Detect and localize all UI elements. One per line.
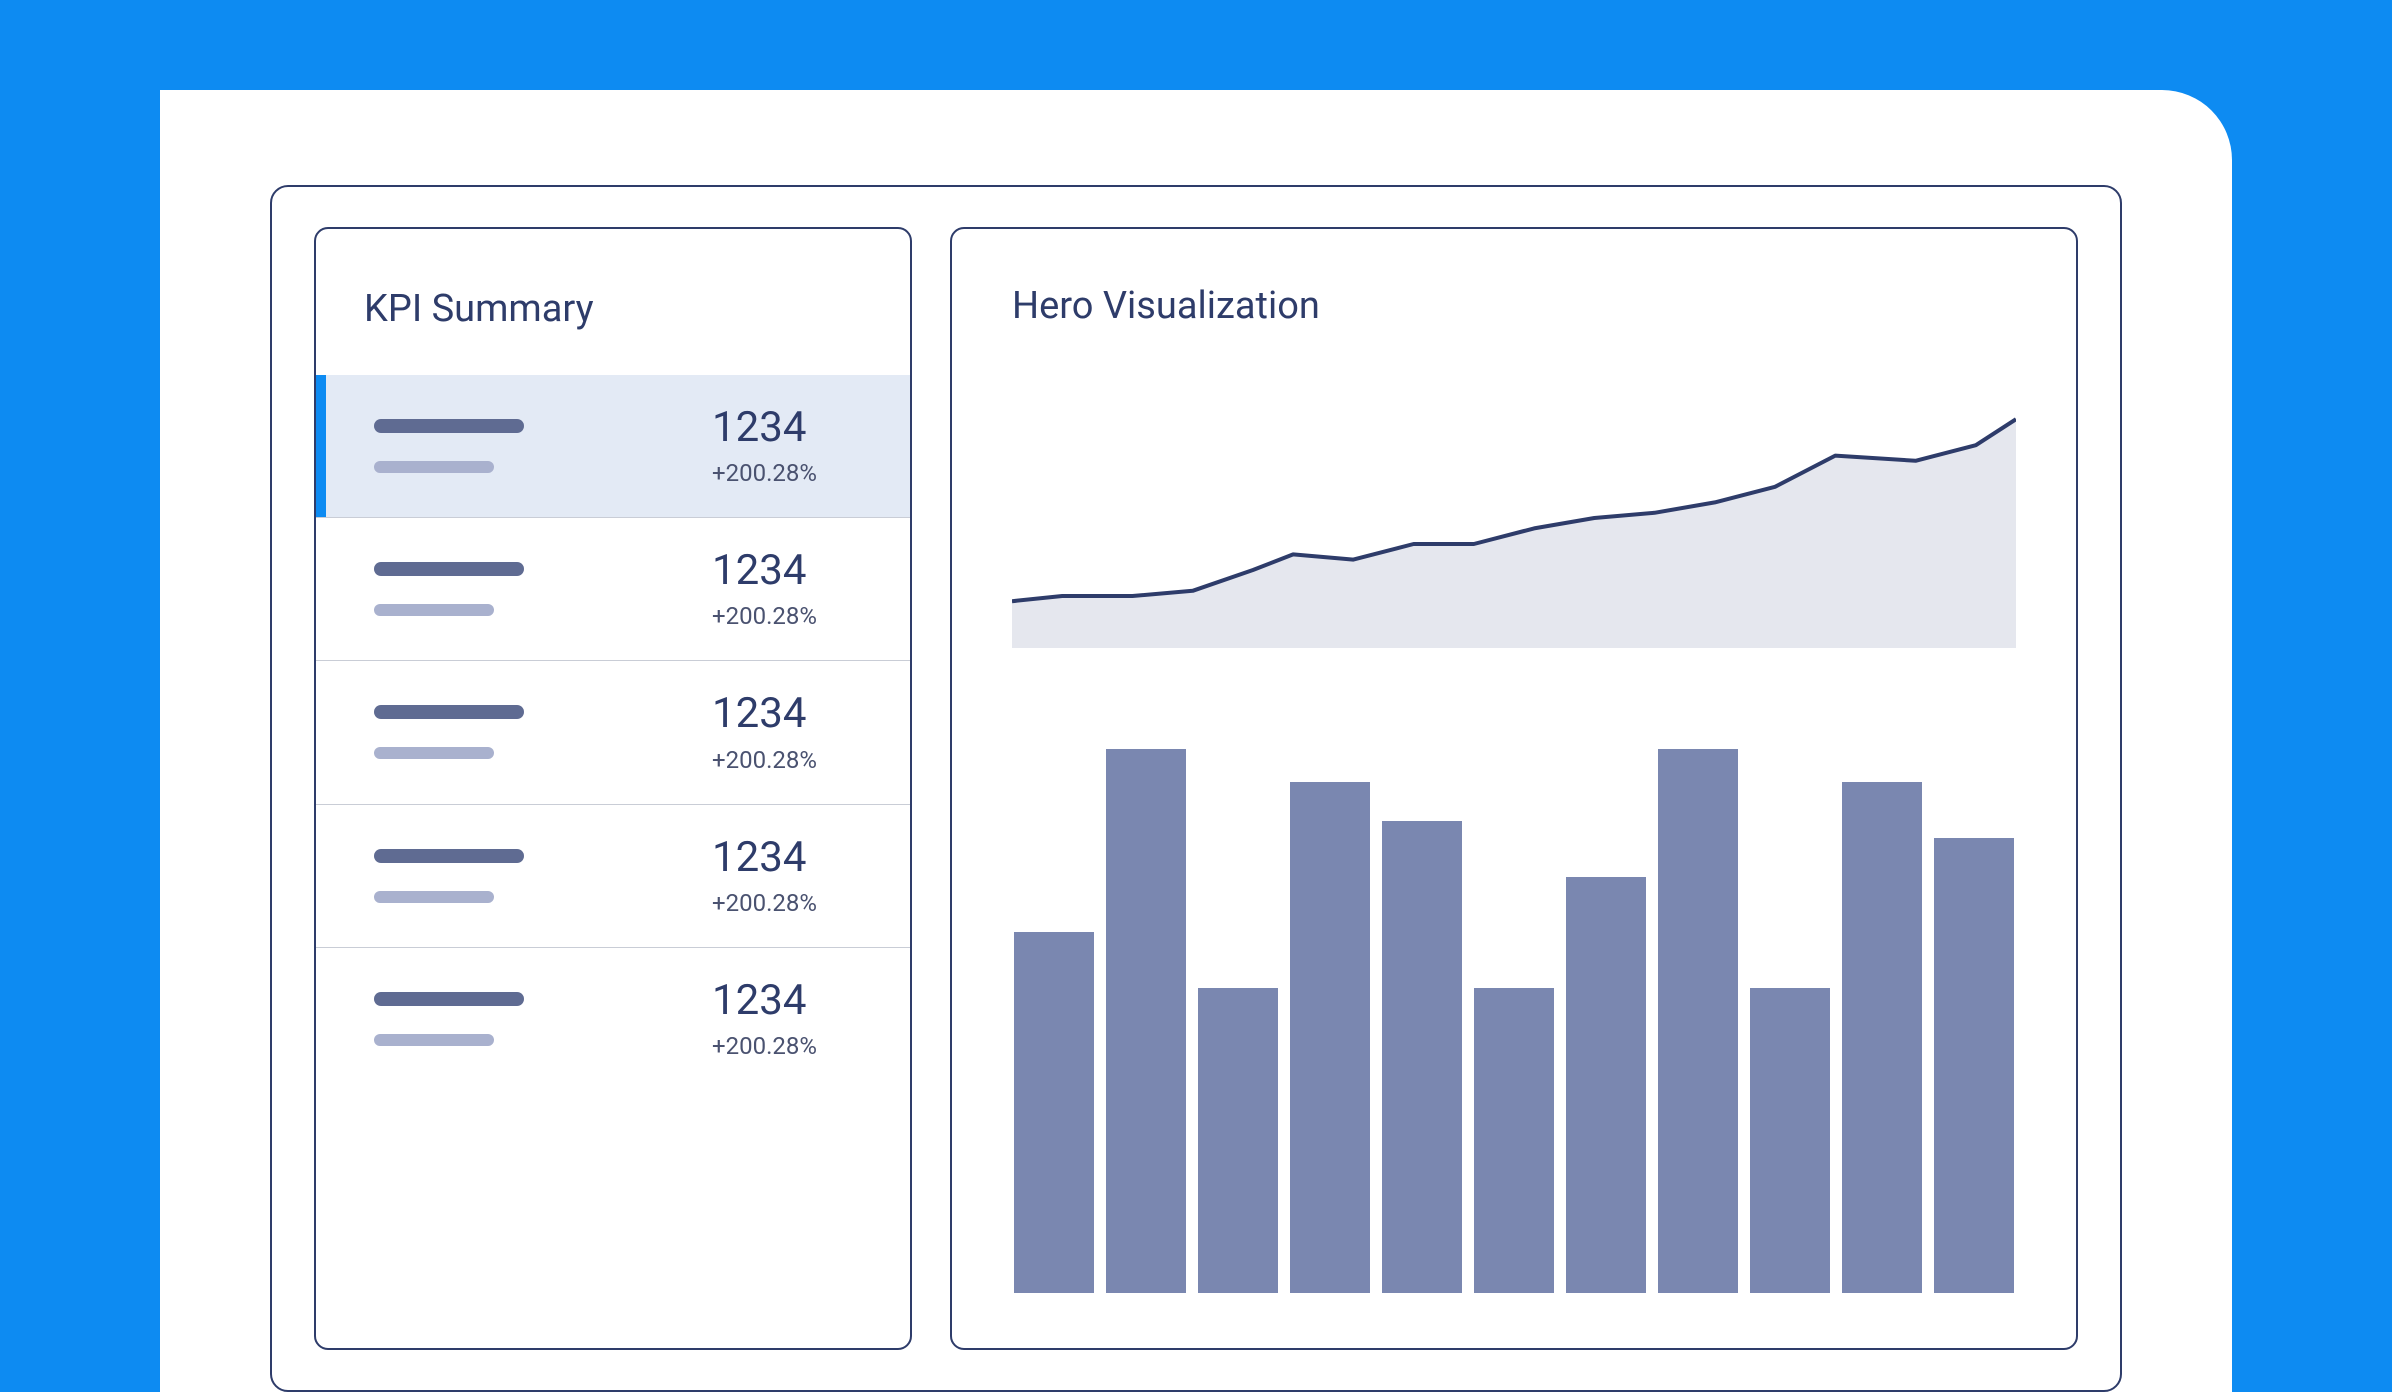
kpi-item[interactable]: 1234 +200.28% bbox=[316, 375, 910, 517]
placeholder-line-primary bbox=[374, 992, 524, 1006]
kpi-delta: +200.28% bbox=[712, 889, 862, 917]
kpi-item-left bbox=[316, 419, 712, 473]
placeholder-line-primary bbox=[374, 562, 524, 576]
kpi-value: 1234 bbox=[712, 405, 862, 451]
kpi-value: 1234 bbox=[712, 835, 862, 881]
kpi-list: 1234+200.28%1234+200.28%1234+200.28%1234… bbox=[316, 375, 910, 1090]
kpi-delta: +200.28% bbox=[712, 459, 862, 487]
bar bbox=[1014, 932, 1094, 1293]
kpi-item-right: 1234 +200.28% bbox=[712, 835, 862, 917]
placeholder-line-primary bbox=[374, 849, 524, 863]
kpi-value: 1234 bbox=[712, 978, 862, 1024]
bar-chart bbox=[1012, 738, 2016, 1293]
bar bbox=[1750, 988, 1830, 1293]
area-chart bbox=[1012, 388, 2016, 648]
hero-panel: Hero Visualization bbox=[950, 227, 2078, 1350]
hero-title: Hero Visualization bbox=[1012, 284, 2016, 328]
placeholder-line-primary bbox=[374, 419, 524, 433]
placeholder-line-primary bbox=[374, 705, 524, 719]
placeholder-line-secondary bbox=[374, 1034, 494, 1046]
card-container: KPI Summary 1234+200.28%1234+200.28%1234… bbox=[160, 90, 2232, 1392]
bar bbox=[1382, 821, 1462, 1293]
placeholder-line-secondary bbox=[374, 604, 494, 616]
kpi-item-left bbox=[316, 562, 712, 616]
kpi-value: 1234 bbox=[712, 691, 862, 737]
bar bbox=[1934, 838, 2014, 1293]
kpi-item-right: 1234 +200.28% bbox=[712, 548, 862, 630]
kpi-item-left bbox=[316, 849, 712, 903]
dashboard-frame: KPI Summary 1234+200.28%1234+200.28%1234… bbox=[270, 185, 2122, 1392]
kpi-item[interactable]: 1234 +200.28% bbox=[316, 947, 910, 1090]
kpi-item-right: 1234 +200.28% bbox=[712, 978, 862, 1060]
kpi-header: KPI Summary bbox=[316, 229, 910, 375]
kpi-item-left bbox=[316, 992, 712, 1046]
placeholder-line-secondary bbox=[374, 891, 494, 903]
bar bbox=[1198, 988, 1278, 1293]
bar bbox=[1842, 782, 1922, 1293]
bar bbox=[1290, 782, 1370, 1293]
kpi-delta: +200.28% bbox=[712, 602, 862, 630]
bar bbox=[1106, 749, 1186, 1293]
placeholder-line-secondary bbox=[374, 747, 494, 759]
bar bbox=[1474, 988, 1554, 1293]
kpi-item-right: 1234 +200.28% bbox=[712, 405, 862, 487]
kpi-item[interactable]: 1234 +200.28% bbox=[316, 660, 910, 803]
kpi-item-right: 1234 +200.28% bbox=[712, 691, 862, 773]
bar bbox=[1566, 877, 1646, 1293]
kpi-delta: +200.28% bbox=[712, 1032, 862, 1060]
placeholder-line-secondary bbox=[374, 461, 494, 473]
kpi-title: KPI Summary bbox=[364, 287, 870, 331]
kpi-item[interactable]: 1234 +200.28% bbox=[316, 517, 910, 660]
kpi-panel: KPI Summary 1234+200.28%1234+200.28%1234… bbox=[314, 227, 912, 1350]
kpi-value: 1234 bbox=[712, 548, 862, 594]
kpi-item[interactable]: 1234 +200.28% bbox=[316, 804, 910, 947]
kpi-item-left bbox=[316, 705, 712, 759]
bar bbox=[1658, 749, 1738, 1293]
kpi-delta: +200.28% bbox=[712, 746, 862, 774]
